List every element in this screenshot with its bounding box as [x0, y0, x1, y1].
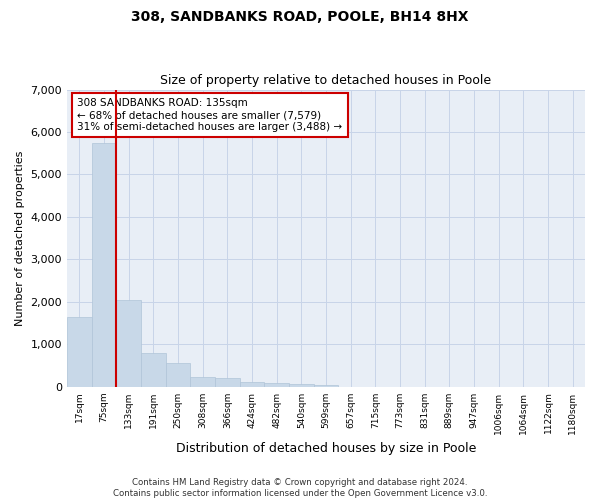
Y-axis label: Number of detached properties: Number of detached properties: [15, 150, 25, 326]
X-axis label: Distribution of detached houses by size in Poole: Distribution of detached houses by size …: [176, 442, 476, 455]
Bar: [92, 142, 116, 386]
Text: 308 SANDBANKS ROAD: 135sqm
← 68% of detached houses are smaller (7,579)
31% of s: 308 SANDBANKS ROAD: 135sqm ← 68% of deta…: [77, 98, 343, 132]
Text: Contains HM Land Registry data © Crown copyright and database right 2024.
Contai: Contains HM Land Registry data © Crown c…: [113, 478, 487, 498]
Title: Size of property relative to detached houses in Poole: Size of property relative to detached ho…: [160, 74, 491, 87]
Text: 308, SANDBANKS ROAD, POOLE, BH14 8HX: 308, SANDBANKS ROAD, POOLE, BH14 8HX: [131, 10, 469, 24]
Bar: [314, 384, 338, 386]
Bar: [215, 378, 239, 386]
Bar: [289, 384, 314, 386]
Bar: [116, 300, 141, 386]
Bar: [265, 383, 289, 386]
Bar: [166, 364, 190, 386]
Bar: [67, 316, 92, 386]
Bar: [141, 352, 166, 386]
Bar: [190, 377, 215, 386]
Bar: [239, 382, 265, 386]
